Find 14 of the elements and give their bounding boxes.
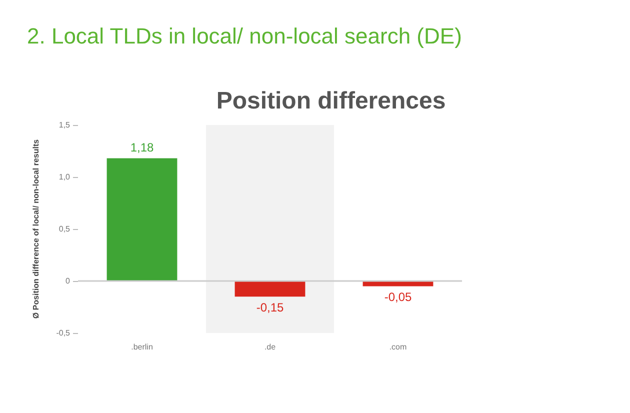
chart-subtitle: Position differences: [216, 88, 446, 114]
x-tick-label: .com: [389, 342, 407, 352]
y-tick-label: 0,5: [58, 224, 71, 234]
y-axis-title: Ø Position difference of local/ non-local results: [32, 138, 40, 319]
data-label: 1,18: [130, 140, 154, 154]
y-tick-label: -0,5: [56, 328, 71, 338]
y-tick-label: 0: [66, 276, 71, 286]
y-tick-label: 1,0: [58, 172, 71, 182]
chart-title: 2. Local TLDs in local/ non-local search (DE): [27, 24, 462, 48]
data-label: -0,15: [256, 300, 284, 315]
x-tick-label: .de: [264, 342, 276, 352]
y-tick-label: 1,5: [58, 120, 71, 130]
x-tick-label: .berlin: [131, 342, 153, 352]
data-label: -0,05: [384, 290, 412, 304]
